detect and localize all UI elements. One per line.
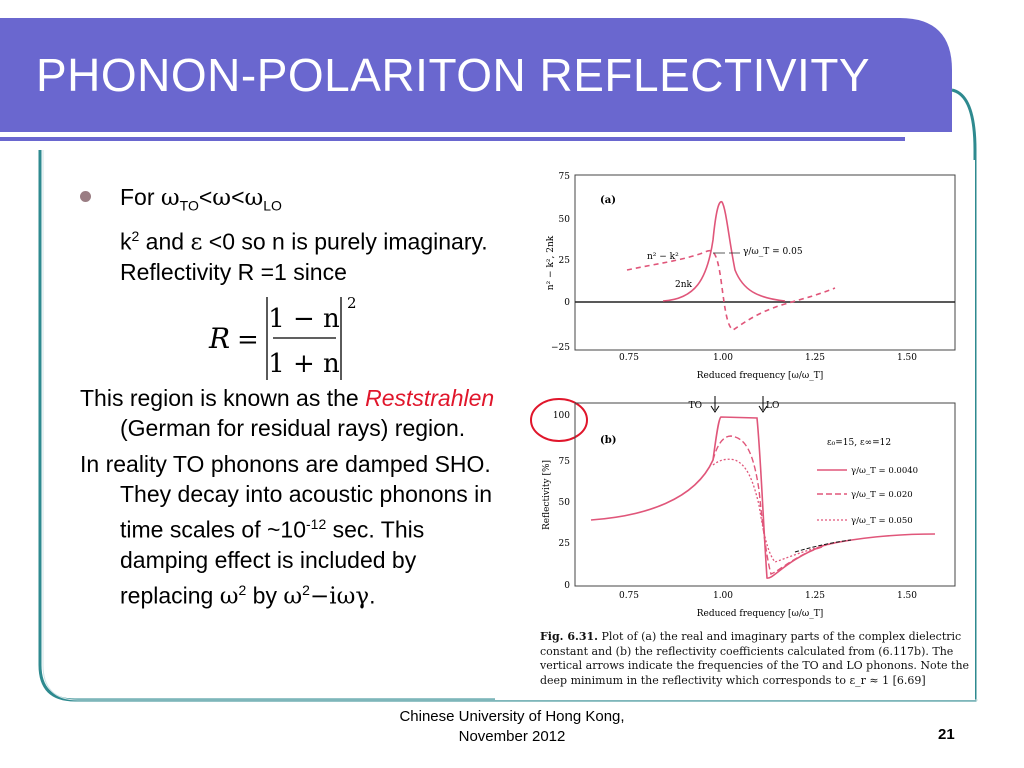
curve-n2k2 (626, 249, 836, 331)
svg-text:=: = (237, 325, 259, 355)
reststrahlen-term: Reststrahlen (365, 385, 495, 412)
svg-text:2: 2 (347, 294, 357, 312)
svg-text:TO: TO (689, 401, 702, 411)
slide-body: For ωTO<ω<ωLO k2 and ε <0 so n is purely… (80, 182, 495, 612)
svg-text:R: R (208, 322, 230, 355)
svg-text:1.00: 1.00 (713, 353, 733, 363)
svg-text:1.50: 1.50 (897, 591, 917, 601)
bullet-for: For ωTO<ω<ωLO k2 and ε <0 so n is purely… (80, 182, 495, 287)
curve-2nk (662, 201, 786, 302)
highlight-circle (530, 398, 588, 442)
svg-text:0.75: 0.75 (619, 353, 639, 363)
svg-text:0: 0 (564, 581, 570, 591)
panel-b: 100 75 50 25 0 0.75 1.00 1.25 1.50 Reduc… (542, 396, 956, 619)
svg-text:n² − k², 2nk: n² − k², 2nk (546, 235, 556, 290)
svg-text:25: 25 (559, 539, 571, 549)
svg-text:1.25: 1.25 (805, 353, 825, 363)
svg-text:1 − n: 1 − n (268, 304, 340, 334)
svg-text:0: 0 (564, 298, 570, 308)
bullet-k2-text: k2 and ε <0 so n is purely imaginary. Re… (120, 227, 488, 286)
textbook-figure: 75 50 25 0 −25 0.75 1.00 1.25 1.50 Reduc… (495, 160, 975, 700)
svg-text:100: 100 (553, 411, 570, 421)
svg-text:(a): (a) (600, 195, 616, 206)
reststrahlen-paragraph: This region is known as the Reststrahlen… (80, 385, 495, 442)
svg-text:1.00: 1.00 (713, 591, 733, 601)
svg-text:25: 25 (559, 256, 571, 266)
svg-text:1 + n: 1 + n (268, 349, 340, 379)
svg-text:LO: LO (766, 401, 779, 411)
reflectivity-formula: R = 1 − n 1 + n 2 (208, 294, 357, 380)
svg-text:1.25: 1.25 (805, 591, 825, 601)
svg-text:1.50: 1.50 (897, 353, 917, 363)
curve-r-0050 (712, 458, 836, 563)
svg-text:50: 50 (559, 215, 571, 225)
slide-title: PHONON-POLARITON REFLECTIVITY (36, 49, 871, 101)
bullet-dot-icon (80, 191, 91, 202)
svg-text:Reduced frequency [ω/ω_T]: Reduced frequency [ω/ω_T] (697, 371, 824, 381)
svg-text:2nk: 2nk (675, 280, 693, 290)
svg-text:0.75: 0.75 (619, 591, 639, 601)
svg-text:Reduced frequency [ω/ω_T]: Reduced frequency [ω/ω_T] (697, 609, 824, 619)
svg-text:γ/ω_T = 0.0040: γ/ω_T = 0.0040 (851, 466, 918, 476)
figure-caption: Fig. 6.31. Plot of (a) the real and imag… (540, 630, 970, 687)
svg-text:ε₀=15, ε∞=12: ε₀=15, ε∞=12 (827, 438, 891, 448)
curve-r-0004 (590, 416, 936, 579)
svg-text:50: 50 (559, 498, 571, 508)
damping-paragraph: In reality TO phonons are damped SHO. Th… (80, 451, 493, 610)
curve-r-0020 (712, 435, 826, 575)
figure-plots: 75 50 25 0 −25 0.75 1.00 1.25 1.50 Reduc… (530, 172, 956, 619)
svg-text:75: 75 (559, 457, 571, 467)
svg-text:(b): (b) (600, 435, 616, 446)
title-bar (0, 18, 952, 132)
svg-text:n² − k²: n² − k² (647, 252, 679, 262)
slide-footer: Chinese University of Hong Kong, Novembe… (399, 708, 625, 745)
svg-text:γ/ω_T = 0.05: γ/ω_T = 0.05 (743, 247, 803, 257)
panel-a: 75 50 25 0 −25 0.75 1.00 1.25 1.50 Reduc… (546, 172, 956, 381)
svg-text:Reflectivity [%]: Reflectivity [%] (542, 460, 552, 530)
svg-text:γ/ω_T = 0.020: γ/ω_T = 0.020 (851, 490, 913, 500)
svg-text:γ/ω_T = 0.050: γ/ω_T = 0.050 (851, 516, 913, 526)
svg-text:−25: −25 (551, 343, 570, 353)
svg-text:75: 75 (559, 172, 571, 182)
page-number: 21 (938, 726, 955, 743)
